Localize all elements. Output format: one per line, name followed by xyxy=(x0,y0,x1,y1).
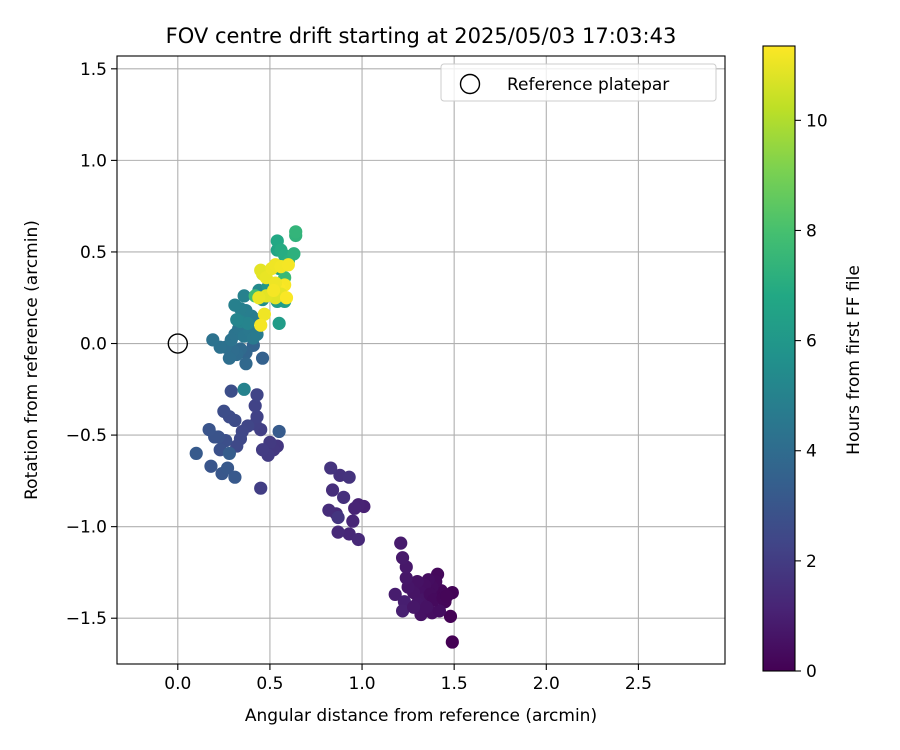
scatter-point xyxy=(324,461,338,475)
scatter-point xyxy=(331,510,345,525)
chart-title: FOV centre drift starting at 2025/05/03 … xyxy=(166,24,677,48)
x-tick-label: 0.0 xyxy=(164,674,191,694)
colorbar-tick-label: 6 xyxy=(806,332,817,352)
x-tick-label: 1.5 xyxy=(441,674,468,694)
scatter-point xyxy=(432,604,447,618)
y-tick-label: −1.0 xyxy=(66,518,107,538)
scatter-point xyxy=(237,382,251,396)
legend-marker-icon xyxy=(459,73,481,95)
x-tick-label: 0.5 xyxy=(256,674,283,694)
legend-label: Reference platepar xyxy=(507,75,669,95)
scatter-point xyxy=(255,443,270,457)
scatter-point xyxy=(342,470,356,484)
colorbar-ticks: 0 2 4 6 8 10 xyxy=(795,111,828,682)
scatter-point xyxy=(348,501,362,515)
colorbar-tick-label: 10 xyxy=(806,111,828,131)
y-axis-ticks: −1.5 −1.0 −0.5 0.0 0.5 1.0 1.5 xyxy=(66,60,117,629)
scatter-point xyxy=(206,333,220,347)
scatter-point xyxy=(281,258,295,272)
scatter-point xyxy=(254,481,268,495)
colorbar: 0 2 4 6 8 10 Hours from first FF file xyxy=(762,45,864,682)
scatter-point xyxy=(388,587,402,602)
y-tick-label: 1.0 xyxy=(80,151,107,171)
scatter-point xyxy=(220,461,235,475)
reference-platepar-marker xyxy=(167,333,189,354)
y-tick-label: −0.5 xyxy=(66,426,107,446)
scatter-point xyxy=(254,318,268,332)
colorbar-tick-label: 0 xyxy=(806,662,817,682)
scatter-point xyxy=(331,525,345,539)
scatter-point xyxy=(443,609,458,623)
scatter-point xyxy=(222,446,236,460)
scatter-point xyxy=(337,490,351,504)
scatter-point xyxy=(222,351,236,365)
scatter-point xyxy=(287,247,301,261)
scatter-point xyxy=(202,422,216,437)
scatter-point xyxy=(257,307,271,321)
scatter-point xyxy=(351,532,365,547)
scatter-point xyxy=(239,357,253,371)
colorbar-frame xyxy=(762,45,796,672)
x-tick-label: 2.0 xyxy=(533,674,560,694)
scatter-point xyxy=(279,291,294,305)
scatter-point xyxy=(237,289,251,303)
scatter-point xyxy=(407,600,421,614)
scatter-point xyxy=(445,635,459,649)
y-tick-label: −1.5 xyxy=(66,609,107,629)
scatter-point xyxy=(399,571,413,585)
scatter-point xyxy=(217,404,231,418)
x-tick-label: 2.5 xyxy=(625,674,652,694)
plot-frame xyxy=(116,55,726,665)
colorbar-label: Hours from first FF file xyxy=(844,265,864,455)
scatter-point xyxy=(395,604,410,618)
scatter-point xyxy=(228,470,242,484)
scatter-point xyxy=(250,388,264,402)
scatter-point xyxy=(272,424,286,439)
colorbar-tick-label: 8 xyxy=(806,221,817,241)
scatter-point xyxy=(224,384,238,398)
scatter-point xyxy=(272,316,286,330)
x-tick-label: 1.0 xyxy=(349,674,376,694)
scatter-points xyxy=(189,225,459,649)
scatter-point xyxy=(252,291,266,305)
scatter-point xyxy=(248,399,262,413)
scatter-point xyxy=(230,313,244,327)
scatter-point xyxy=(250,410,264,424)
scatter-point xyxy=(322,503,336,517)
x-axis-ticks: 0.0 0.5 1.0 1.5 2.0 2.5 xyxy=(164,664,652,694)
colorbar-tick-label: 2 xyxy=(806,552,817,572)
scatter-point xyxy=(346,514,360,528)
y-tick-label: 1.5 xyxy=(80,60,107,80)
y-tick-label: 0.5 xyxy=(80,243,107,263)
legend-box xyxy=(440,63,717,102)
scatter-point xyxy=(419,600,434,614)
scatter-point xyxy=(440,589,454,603)
legend: Reference platepar xyxy=(440,63,717,102)
scatter-point xyxy=(189,446,203,460)
scatter-point xyxy=(255,351,270,365)
colorbar-tick-label: 4 xyxy=(806,442,817,462)
scatter-point xyxy=(204,459,218,473)
y-tick-label: 0.0 xyxy=(80,335,107,355)
scatter-point xyxy=(289,225,303,239)
scatter-point xyxy=(395,551,410,565)
plot-area xyxy=(117,56,725,664)
scatter-point xyxy=(267,283,281,298)
scatter-point xyxy=(394,536,408,550)
x-axis-label: Angular distance from reference (arcmin) xyxy=(245,706,597,726)
colorbar-gradient xyxy=(763,46,795,671)
scatter-point xyxy=(325,483,340,497)
scatter-point xyxy=(241,316,255,330)
scatter-point xyxy=(228,298,242,312)
y-axis-label: Rotation from reference (arcmin) xyxy=(22,220,42,500)
